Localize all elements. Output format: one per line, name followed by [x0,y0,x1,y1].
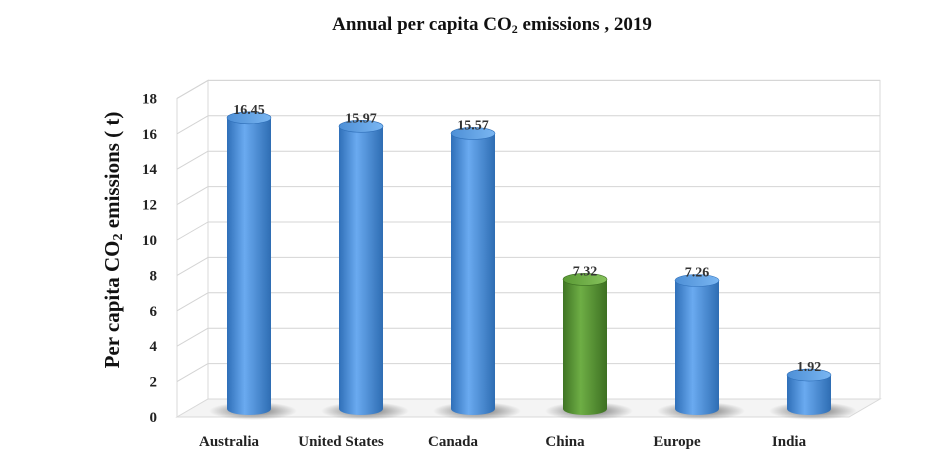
grid-lines [176,79,880,383]
y-tick-label: 2 [150,375,158,391]
bar-top [226,111,272,125]
bar-body [787,375,831,415]
back-wall [207,79,881,400]
y-tick-label: 6 [150,304,158,320]
y-tick-label: 10 [142,233,157,249]
x-category-label: India [772,434,807,450]
x-category-label: United States [298,434,384,450]
y-tick-label: 12 [142,198,157,214]
bars: 16.45 15.97 15.57 7.32 7.26 1.92 [209,103,857,420]
gridline-side [176,256,209,276]
bar-top [450,127,496,140]
gridline-side [176,327,209,347]
bar-canada: 15.57 [433,118,521,420]
bar-top [674,274,720,287]
bar-body [451,133,495,415]
bar-india: 1.92 [769,360,857,420]
data-label: 7.26 [685,265,710,280]
y-axis-label-tail: emissions ( t) [100,112,124,234]
gridline-side [176,363,209,383]
bar-top [562,273,608,286]
x-category-label: Canada [428,434,479,450]
data-label: 7.32 [573,264,598,279]
gridline-side [176,292,209,312]
gridline-side [176,221,209,241]
gridline-side [176,186,209,206]
bar-top [338,120,384,133]
data-label: 1.92 [797,360,822,375]
gridline-side [176,79,209,99]
y-tick-label: 16 [142,127,158,143]
x-category-label: Europe [653,434,701,450]
bar-top [786,368,832,382]
plot-walls [175,79,882,418]
bar-body [563,279,607,415]
data-label: 15.97 [345,111,377,126]
bar-body [227,117,271,416]
bar-body [339,126,383,416]
y-tick-label: 0 [150,410,158,426]
y-tick-label: 4 [150,339,158,355]
data-label: 16.45 [233,103,265,118]
y-axis-label-main: Per capita CO [100,241,124,369]
y-axis-label-subscript: 2 [111,234,126,241]
y-tick-label: 18 [142,91,157,107]
bar-australia: 16.45 [209,103,297,420]
bar-china: 7.32 [545,264,633,420]
data-label: 15.57 [457,118,489,133]
y-axis-label: Per capita CO2 emissions ( t) [100,112,126,369]
chart-title-tail: emissions , 2019 [518,14,652,35]
chart-title-subscript: 2 [512,22,518,36]
chart-title: Annual per capita CO2 emissions , 2019 [332,14,652,36]
y-axis-ticks: 0 2 4 6 8 10 12 14 16 18 [142,91,158,426]
x-axis-categories: Australia United States Canada China Europe I… [199,434,807,450]
y-tick-label: 8 [150,268,158,284]
y-tick-label: 14 [142,162,158,178]
bar-united-states: 15.97 [321,111,409,420]
bar-europe: 7.26 [657,265,745,420]
chart-title-main: Annual per capita CO [332,14,512,35]
x-category-label: China [545,434,585,450]
gridline-side [176,150,209,170]
bar-body [675,280,719,415]
gridline-side [176,115,209,135]
x-category-label: Australia [199,434,260,450]
